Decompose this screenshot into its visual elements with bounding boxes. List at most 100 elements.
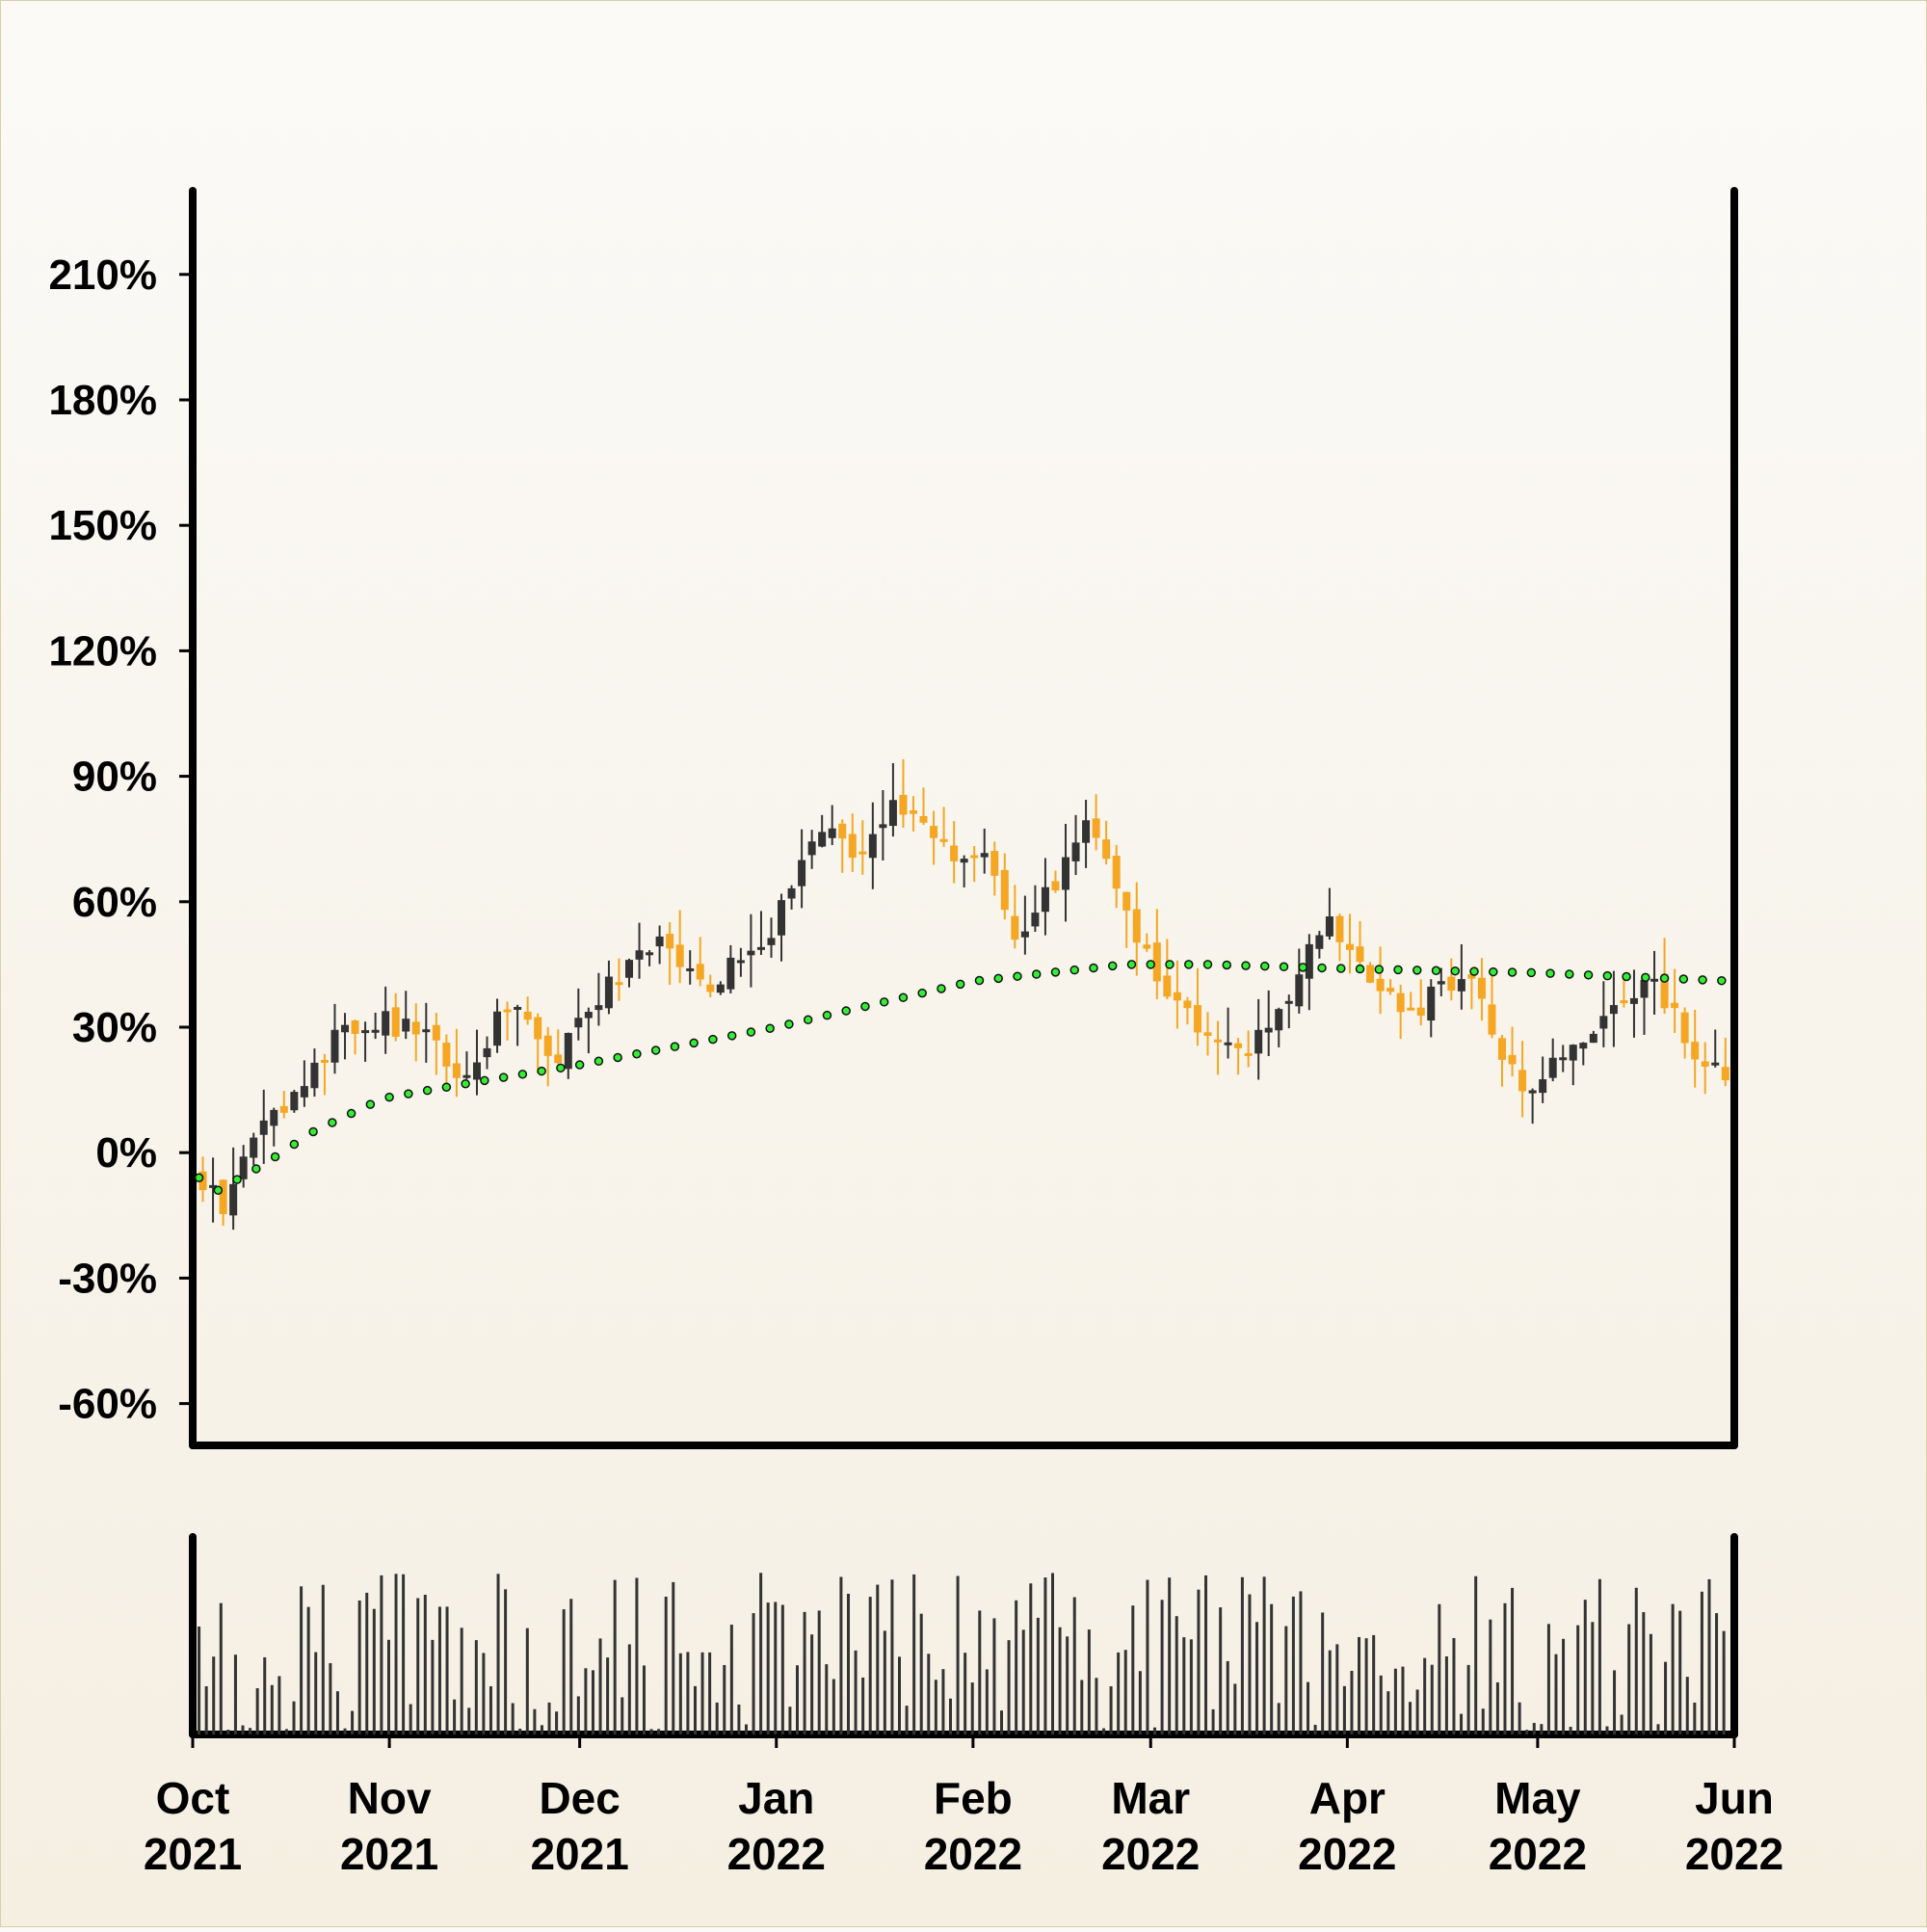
moving-average-point (556, 1063, 566, 1073)
volume-bar (1540, 1724, 1544, 1734)
volume-bar (1307, 1681, 1310, 1734)
candle-body (909, 810, 917, 814)
volume-bar (1189, 1639, 1193, 1734)
moving-average-point (1069, 965, 1079, 975)
candle-body (1498, 1038, 1507, 1060)
volume-bar (1342, 1685, 1346, 1734)
candle-body (1092, 818, 1100, 838)
volume-bar (329, 1663, 332, 1734)
candle-body (655, 936, 664, 947)
moving-average-point (784, 1019, 794, 1029)
candle-body (879, 824, 887, 829)
candle-body (1559, 1057, 1568, 1061)
moving-average-point (1374, 965, 1385, 974)
moving-average-point (251, 1164, 261, 1174)
volume-bar (839, 1576, 843, 1734)
volume-bar (978, 1610, 982, 1734)
moving-average-point (822, 1010, 832, 1020)
volume-bar (1583, 1600, 1587, 1734)
volume-bar (219, 1602, 223, 1734)
candle-body (422, 1029, 431, 1033)
candle-body (1660, 973, 1669, 1009)
candle-body (503, 1009, 512, 1013)
volume-bar (1474, 1575, 1478, 1734)
candle-body (1071, 842, 1080, 861)
volume-bar (1649, 1633, 1652, 1734)
volume-bar (496, 1574, 500, 1734)
candle-body (382, 1011, 390, 1036)
volume-bar (1138, 1671, 1142, 1734)
volume-bar (212, 1656, 216, 1734)
volume-bar (365, 1592, 369, 1734)
candle-body (1671, 1002, 1679, 1009)
candle-body (1193, 1005, 1201, 1033)
volume-bar (774, 1601, 778, 1734)
volume-panel-axes (189, 1533, 1738, 1738)
candle-body (1325, 916, 1333, 937)
volume-bar (1460, 1713, 1464, 1734)
volume-bar (700, 1652, 704, 1734)
candle-body (807, 841, 816, 856)
candle-body (736, 960, 745, 964)
moving-average-point (232, 1175, 242, 1184)
volume-bar (445, 1606, 449, 1734)
volume-bar (226, 1730, 230, 1734)
moving-average-point (404, 1089, 413, 1098)
candle-body (1062, 857, 1070, 890)
volume-bar (825, 1664, 829, 1734)
volume-bar (1415, 1689, 1419, 1734)
candle-body (543, 1035, 552, 1056)
volume-bar (525, 1628, 529, 1734)
candle-body (726, 957, 735, 990)
candle-body (1132, 909, 1141, 943)
volume-bar (1043, 1577, 1047, 1734)
volume-bar (1613, 1670, 1617, 1734)
moving-average-point (328, 1118, 337, 1127)
moving-average-point (1050, 967, 1061, 977)
candle-body (1427, 986, 1436, 1021)
candle-body (472, 1062, 481, 1080)
candle-body (1599, 1016, 1608, 1029)
moving-average-point (1565, 969, 1574, 979)
moving-average-point (1183, 960, 1194, 969)
volume-bar (1335, 1644, 1339, 1734)
volume-bar (263, 1656, 267, 1734)
candle-body (229, 1183, 238, 1216)
candle-body (1691, 1042, 1700, 1060)
volume-bar (357, 1600, 361, 1734)
volume-bar (1321, 1612, 1325, 1734)
candle-body (1224, 1042, 1232, 1045)
candle-body (330, 1029, 339, 1063)
moving-average-point (1146, 960, 1155, 969)
candle-body (1011, 915, 1019, 940)
volume-bar (1219, 1607, 1223, 1734)
moving-average-point (1622, 971, 1631, 982)
volume-bar (518, 1729, 522, 1734)
moving-average-point (955, 979, 965, 990)
volume-bar (511, 1703, 515, 1734)
volume-bar (204, 1685, 208, 1734)
volume-bar (1372, 1634, 1376, 1734)
volume-bar (1554, 1654, 1558, 1734)
moving-average-point (1165, 960, 1175, 969)
candle-body (1609, 1005, 1618, 1015)
candle-body (1163, 975, 1172, 997)
candle-body (868, 834, 877, 859)
candle-body (402, 1019, 410, 1032)
candle-body (818, 832, 827, 847)
moving-average-point (726, 1031, 737, 1041)
volume-bar (1072, 1597, 1076, 1734)
candle-body (1386, 988, 1395, 992)
moving-average-point (1202, 960, 1213, 969)
volume-bar (1386, 1691, 1390, 1734)
volume-bar (306, 1606, 310, 1734)
moving-average-point (1317, 963, 1327, 973)
candle-body (411, 1021, 420, 1035)
volume-bar (321, 1584, 325, 1734)
volume-bar (1262, 1576, 1266, 1734)
moving-average-point (1393, 965, 1403, 975)
candle-body (625, 960, 634, 978)
x-tick-month-label: Dec (539, 1773, 620, 1823)
volume-bar (1109, 1686, 1113, 1734)
volume-bar (1430, 1664, 1434, 1734)
